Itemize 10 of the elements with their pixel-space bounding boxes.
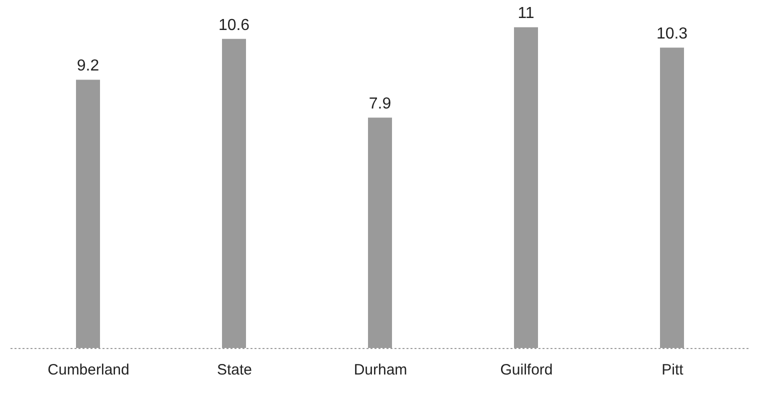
data-label: 10.6	[218, 16, 250, 34]
data-label: 9.2	[76, 58, 100, 75]
x-tick-label: Pitt	[662, 362, 684, 378]
x-tick-label: State	[216, 362, 252, 378]
x-tick-label: Cumberland	[48, 362, 130, 378]
x-tick-label: Durham	[354, 362, 408, 378]
data-label: 10.3	[656, 26, 688, 43]
x-tick-label: Guilford	[500, 362, 553, 378]
data-label: 11	[518, 5, 534, 22]
data-label: 7.9	[368, 96, 392, 113]
